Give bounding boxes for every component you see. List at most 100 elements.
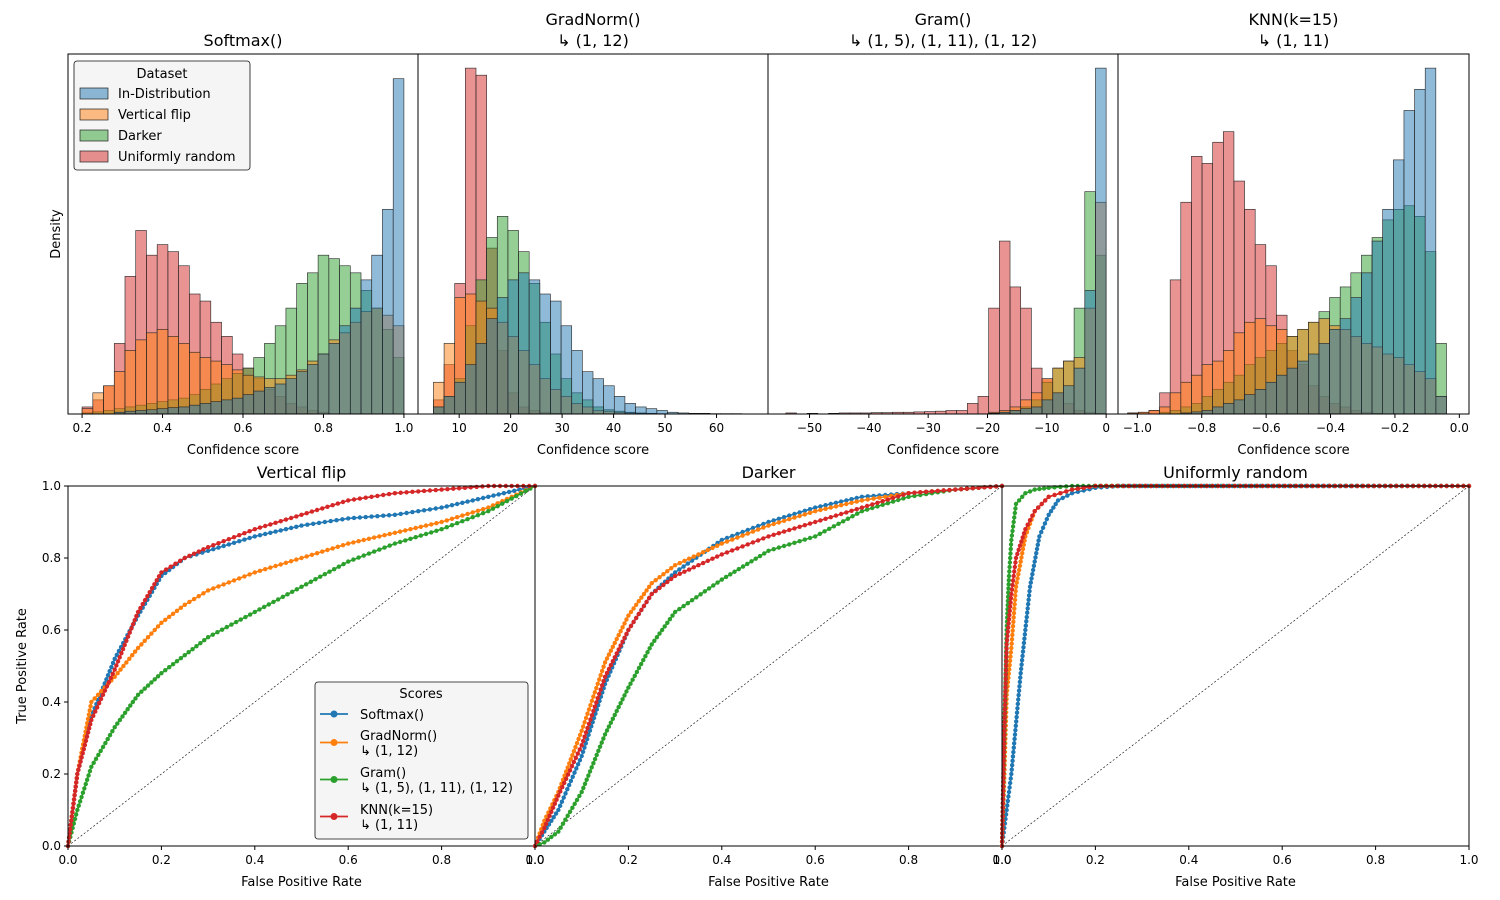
roc-point (787, 542, 792, 547)
roc-point (570, 753, 575, 758)
roc-point (351, 557, 356, 562)
roc-point (237, 576, 242, 581)
roc-point (1004, 655, 1009, 660)
roc-series-gram- (999, 483, 1472, 849)
roc-point (630, 677, 635, 682)
hist-bar (360, 279, 373, 415)
roc-point (369, 514, 374, 519)
roc-point (82, 742, 88, 748)
roc-point (403, 528, 408, 533)
roc-point (288, 525, 294, 531)
roc-point (133, 696, 138, 701)
roc-point (83, 781, 88, 787)
roc-point (127, 656, 132, 661)
roc-point (1003, 672, 1009, 677)
roc-point (594, 700, 599, 705)
roc-point (216, 541, 221, 546)
roc-point (421, 488, 427, 494)
roc-point (818, 504, 823, 509)
histogram-panel-2: −50 −40 −30 −20 −10 0 Confidence score Gram() ↳ … (767, 10, 1119, 458)
roc-point (1011, 619, 1016, 624)
roc-point (93, 756, 99, 762)
roc-point (833, 500, 839, 505)
roc-point (1004, 650, 1009, 656)
roc-point (710, 545, 715, 551)
roc-point (1008, 596, 1014, 601)
roc-point (1011, 745, 1016, 750)
roc-point (906, 494, 911, 499)
roc-point (776, 545, 782, 550)
roc-point (117, 717, 123, 723)
roc-point (787, 527, 792, 533)
roc-point (575, 762, 581, 767)
roc-point (661, 582, 666, 588)
roc-point (823, 506, 828, 511)
roc-point (89, 717, 94, 723)
roc-point (106, 680, 112, 685)
roc-point (294, 514, 299, 519)
roc-point (382, 533, 387, 538)
legend-marker (330, 813, 338, 820)
roc-point (970, 486, 976, 491)
roc-point (257, 525, 263, 530)
panel-title: Gram() (915, 10, 972, 29)
roc-point (953, 487, 958, 492)
roc-point (817, 531, 823, 537)
roc-point (787, 517, 792, 522)
roc-point (1064, 489, 1069, 494)
roc-point (439, 505, 444, 510)
roc-point (1012, 602, 1017, 607)
roc-point (76, 803, 81, 808)
roc-point (597, 677, 602, 682)
roc-point (1009, 641, 1014, 646)
roc-point (1007, 564, 1012, 570)
roc-point (560, 785, 565, 790)
hist-bar (317, 353, 330, 415)
roc-point (462, 485, 468, 490)
roc-point (280, 594, 286, 600)
roc-point (762, 551, 767, 556)
roc-point (252, 527, 257, 532)
roc-point (340, 499, 346, 505)
hist-bar (285, 378, 297, 415)
x-tick-label: 0.6 (806, 853, 825, 867)
roc-point (351, 497, 357, 502)
roc-point (1001, 749, 1007, 755)
roc-point (268, 565, 273, 570)
roc-point (1001, 762, 1006, 768)
roc-point (89, 764, 94, 769)
roc-point (1004, 642, 1009, 647)
hist-bar (486, 318, 498, 415)
roc-point (750, 525, 756, 531)
roc-point (86, 773, 91, 778)
roc-point (1012, 606, 1017, 611)
roc-point (685, 600, 691, 606)
roc-point (429, 530, 434, 535)
hist-bar (1169, 392, 1182, 415)
legend-label: ↳ (1, 12) (360, 744, 418, 759)
roc-point (145, 683, 151, 688)
roc-point (392, 512, 398, 517)
roc-point (496, 492, 501, 497)
roc-point (1035, 542, 1041, 547)
roc-point (196, 593, 201, 599)
hist-bar (496, 297, 509, 415)
roc-point (187, 599, 192, 605)
roc-point (755, 523, 761, 529)
roc-point (1018, 675, 1023, 680)
roc-point (1001, 754, 1007, 759)
hist-bar (146, 409, 158, 415)
roc-point (657, 585, 662, 591)
roc-point (575, 751, 581, 756)
roc-point (634, 669, 640, 675)
roc-point (567, 761, 572, 766)
roc-point (1010, 758, 1015, 764)
x-tick-label: 0.6 (1273, 853, 1292, 867)
roc-point (317, 574, 323, 579)
roc-point (67, 826, 73, 832)
roc-point (381, 492, 386, 498)
roc-point (397, 529, 403, 534)
roc-point (929, 489, 935, 494)
roc-point (81, 746, 87, 752)
roc-point (781, 543, 787, 549)
